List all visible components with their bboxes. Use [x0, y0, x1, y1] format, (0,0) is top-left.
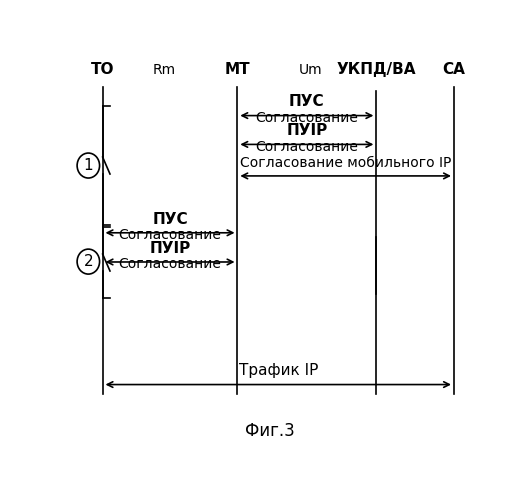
Text: ПУС: ПУС [289, 94, 325, 109]
Text: ПУС: ПУС [152, 212, 188, 227]
Ellipse shape [77, 249, 100, 274]
Text: УКПД/ВА: УКПД/ВА [337, 62, 416, 77]
Text: ПУІР: ПУІР [286, 123, 327, 138]
Text: Согласование: Согласование [119, 257, 221, 271]
Text: ТО: ТО [91, 62, 114, 77]
Text: Rm: Rm [152, 63, 175, 77]
Text: ПУІР: ПУІР [149, 241, 191, 256]
Text: Согласование: Согласование [256, 140, 358, 154]
Text: Согласование: Согласование [256, 111, 358, 125]
Text: Согласование мобильного IP: Согласование мобильного IP [240, 156, 451, 170]
Text: 1: 1 [83, 158, 93, 173]
Text: Фиг.3: Фиг.3 [245, 422, 295, 440]
Text: Трафик IP: Трафик IP [239, 363, 318, 378]
Text: Um: Um [299, 63, 323, 77]
Ellipse shape [77, 153, 100, 178]
Text: 2: 2 [83, 254, 93, 269]
Text: МТ: МТ [225, 62, 250, 77]
Text: Согласование: Согласование [119, 228, 221, 242]
Text: СА: СА [443, 62, 465, 77]
